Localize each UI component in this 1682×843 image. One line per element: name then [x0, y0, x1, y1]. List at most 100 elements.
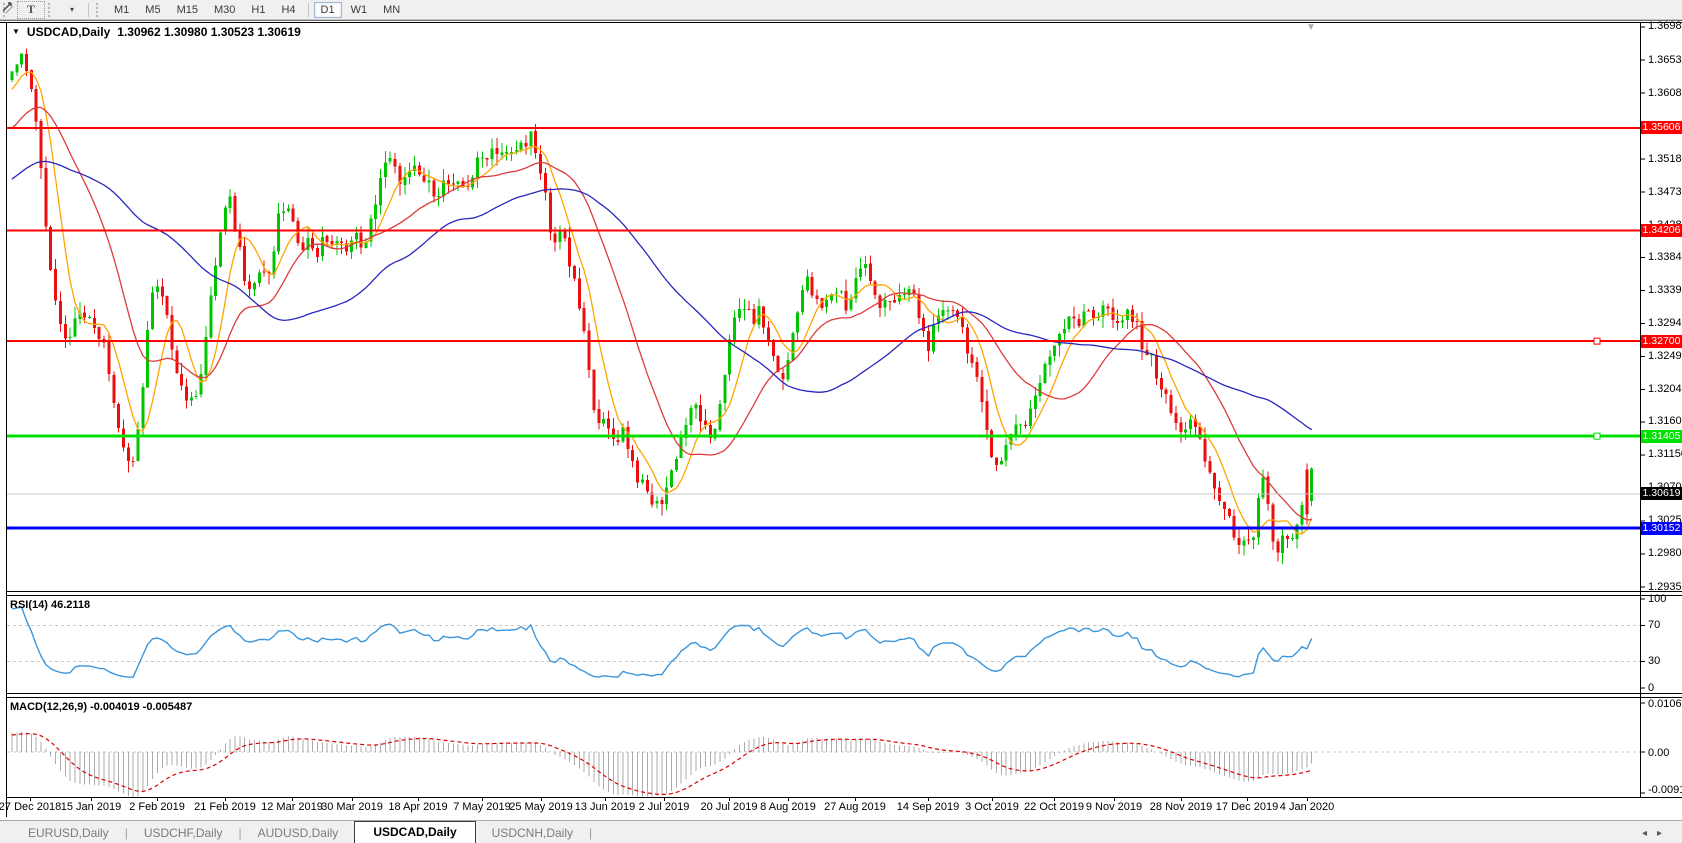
candle-body [873, 281, 877, 296]
chart-dropdown-icon[interactable]: ▼ [12, 26, 20, 36]
candle-body [582, 308, 586, 331]
candle-body [636, 460, 640, 483]
candle-body [151, 292, 155, 330]
toolbar-grip[interactable] [96, 2, 103, 17]
candle-body [68, 336, 72, 338]
candle-body [897, 295, 901, 302]
candle-body [558, 231, 562, 243]
candle-body [781, 372, 785, 379]
candle-body [398, 165, 402, 185]
candle-body [762, 306, 766, 328]
timeframe-button-d1[interactable]: D1 [313, 1, 342, 18]
candle-body [737, 309, 741, 318]
candle-body [1067, 316, 1071, 329]
candle-body [354, 233, 358, 240]
candle-body [1024, 425, 1028, 427]
date-axis-label: 21 Feb 2019 [194, 801, 256, 813]
candle-body [199, 373, 203, 395]
candle-body [34, 88, 38, 122]
candle-body [277, 213, 281, 252]
timeframe-button-m1[interactable]: M1 [114, 3, 130, 16]
candle-body [849, 298, 853, 310]
candle-body [577, 278, 581, 309]
candle-body [689, 407, 693, 426]
candle-body [922, 317, 926, 331]
candle-body [597, 408, 601, 423]
candle-body [432, 180, 436, 197]
candle-body [243, 246, 247, 282]
line-marker [1593, 337, 1601, 345]
candle-body [1140, 321, 1144, 350]
date-axis-label: 4 Jan 2020 [1279, 801, 1335, 813]
styler-button[interactable]: ▾ [2, 2, 84, 18]
date-axis-label: 20 Jul 2019 [700, 801, 758, 813]
timeframe-button-m15[interactable]: M15 [176, 3, 198, 16]
candle-body [670, 470, 673, 488]
chart-tab-usdcad[interactable]: USDCAD,Daily [354, 821, 476, 843]
candle-body [1106, 306, 1110, 309]
candle-body [703, 420, 707, 425]
candle-body [466, 185, 470, 188]
tab-scroll-right-icon[interactable]: ▸ [1656, 828, 1672, 839]
ma-line-7 [11, 71, 1313, 535]
candle-body [888, 301, 892, 303]
chart-shift-marker-icon[interactable]: ▼ [1306, 22, 1316, 33]
chart-tab-usdcnh[interactable]: USDCNH,Daily [491, 826, 574, 840]
price-axis-tick: 1.29350 [1648, 580, 1682, 593]
chart-tab-usdchf[interactable]: USDCHF,Daily [143, 826, 223, 840]
price-axis-tick: 1.33390 [1648, 283, 1682, 296]
candle-body [810, 276, 814, 296]
candle-body [1242, 540, 1246, 546]
candle-body [223, 207, 227, 232]
candle-body [393, 158, 397, 167]
candle-body [286, 208, 290, 212]
candle-body [121, 428, 125, 448]
timeframe-button-m30[interactable]: M30 [213, 3, 236, 16]
date-axis-label: 17 Dec 2019 [1215, 801, 1279, 813]
candle-body [107, 341, 111, 375]
candle-body [805, 276, 809, 291]
macd-axis-tick: 0.010615 [1648, 697, 1682, 710]
candle-body [495, 147, 499, 154]
candle-body [1169, 395, 1173, 413]
candle-body [194, 395, 198, 398]
timeframe-button-w1[interactable]: W1 [350, 3, 368, 16]
candle-body [631, 449, 635, 462]
candle-body [1019, 424, 1023, 426]
candle-body [1193, 419, 1197, 428]
timeframe-button-h1[interactable]: H1 [251, 3, 266, 16]
candle-body [946, 310, 950, 312]
candle-body [606, 418, 610, 429]
candle-body [1164, 389, 1168, 395]
candle-body [621, 426, 625, 442]
toolbar-grip[interactable] [48, 2, 55, 17]
chart-tab-audusd[interactable]: AUDUSD,Daily [257, 826, 339, 840]
candle-body [1203, 438, 1207, 462]
timeframe-button-m5[interactable]: M5 [145, 3, 161, 16]
candle-body [1213, 473, 1217, 489]
candle-body [509, 151, 513, 153]
date-axis-label: 14 Sep 2019 [896, 801, 960, 813]
candle-body [252, 283, 256, 290]
candle-body [694, 404, 698, 409]
price-axis-tick: 1.32490 [1648, 350, 1682, 363]
candle-body [825, 299, 829, 307]
tab-scroll-left-icon[interactable]: ◂ [1641, 828, 1657, 839]
text-tool-button[interactable]: T [17, 0, 45, 19]
timeframe-button-mn[interactable]: MN [383, 3, 401, 16]
tab-separator: | [124, 826, 128, 840]
candle-body [461, 180, 465, 186]
chart-ohlc-values: 1.30962 1.30980 1.30523 1.30619 [117, 25, 301, 39]
candle-body [1208, 461, 1212, 473]
candle-body [20, 53, 24, 65]
timeframe-button-h4[interactable]: H4 [281, 3, 296, 16]
candle-body [699, 404, 703, 422]
date-axis-label: 13 Jun 2019 [574, 801, 636, 813]
ma-line-21 [11, 106, 1312, 521]
candle-body [859, 268, 863, 278]
chart-tab-eurusd[interactable]: EURUSD,Daily [28, 826, 109, 840]
candle-body [1009, 434, 1013, 445]
candle-body [160, 286, 164, 297]
candle-body [864, 263, 867, 268]
